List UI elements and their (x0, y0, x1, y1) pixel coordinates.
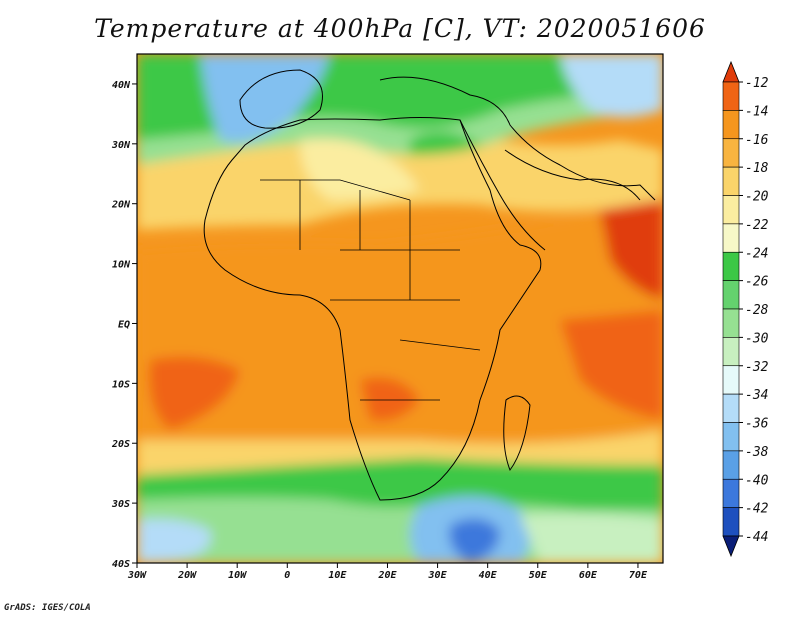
lon-tick-label-7: 40E (479, 570, 498, 581)
colorbar-box-7 (722, 280, 740, 310)
field-pale-sahara (300, 138, 420, 200)
lon-tick-label-9: 60E (579, 570, 598, 581)
madagascar-coast (503, 395, 531, 472)
colorbar-label-10: -32 (745, 360, 769, 375)
field-pale-se (520, 513, 663, 563)
lon-tick-label-5: 20E (377, 570, 397, 581)
colorbar-label-3: -18 (745, 161, 769, 176)
colorbar-label-15: -42 (745, 502, 769, 517)
lon-tick-label-10: 70E (629, 570, 648, 581)
colorbar-label-8: -28 (745, 303, 769, 318)
lon-tick-label-8: 50E (529, 570, 548, 581)
colorbar-label-14: -40 (745, 473, 769, 488)
colorbar-label-0: -12 (745, 76, 769, 91)
iberia-coast (239, 69, 323, 129)
lon-tick-label-1: 20W (177, 570, 197, 581)
lon-tick-label-0: 30W (127, 570, 147, 581)
lon-tick-label-4: 10E (328, 570, 347, 581)
lat-tick-label-2: 20S (111, 439, 130, 450)
colorbar-box-3 (722, 166, 740, 196)
colorbar: -12 -14 -16 -18 -20 -22 -24 -26 -28 -30 -32 -34 -36 -… (722, 60, 769, 558)
field-orange-tropics (137, 200, 663, 445)
field-redorange-west (149, 356, 240, 430)
coastlines (203, 69, 656, 501)
colorbar-label-11: -34 (745, 388, 768, 403)
colorbar-box-10 (722, 365, 740, 395)
colorbar-label-1: -14 (745, 104, 768, 119)
colorbar-box-13 (722, 450, 740, 480)
lat-tick-label-3: 10S (112, 379, 130, 390)
colorbar-box-6 (722, 251, 740, 281)
colorbar-box-14 (722, 478, 740, 508)
colorbar-label-9: -30 (745, 331, 769, 346)
lon-tick-label-6: 30E (428, 570, 448, 581)
lat-tick-label-8: 40N (112, 80, 131, 91)
field-redorange-south (360, 377, 420, 421)
colorbar-box-8 (722, 308, 740, 338)
lat-tick-label-5: 10N (112, 260, 131, 271)
colorbar-label-4: -20 (745, 190, 769, 205)
lon-tick-label-2: 10W (228, 570, 247, 581)
lat-tick-label-4: EQ (118, 319, 130, 330)
colorbar-box-15 (722, 507, 740, 537)
colorbar-box-9 (722, 337, 740, 367)
colorbar-box-1 (722, 110, 740, 140)
latitude-ticks: 40S 30S 20S 10S EQ 10N 20N 30N 40N (111, 80, 137, 570)
field-blue-iberia (200, 54, 330, 143)
colorbar-label-16: -44 (745, 530, 768, 545)
colorbar-label-13: -38 (745, 445, 769, 460)
map-frame (136, 53, 664, 564)
colorbar-box-11 (722, 393, 740, 423)
colorbar-box-2 (722, 138, 740, 168)
colorbar-label-12: -36 (745, 417, 769, 432)
field-red-east (600, 200, 663, 300)
map-title: Temperature at 400hPa [C], VT: 202005160… (94, 14, 706, 43)
field-blue-sw (137, 518, 212, 563)
colorbar-box-12 (722, 422, 740, 452)
field-lightgreen-south (137, 497, 663, 563)
field-redorange-east (560, 310, 663, 420)
field-blue-asia (560, 54, 663, 118)
lat-tick-label-7: 30N (111, 140, 131, 151)
temperature-field (137, 54, 663, 563)
lat-tick-label-6: 20N (111, 200, 131, 211)
colorbar-label-5: -22 (745, 218, 769, 233)
lat-tick-label-0: 40S (112, 559, 130, 570)
asia-coast (379, 76, 656, 201)
footer-credit: GrADS: IGES/COLA (4, 603, 91, 613)
colorbar-top-arrow (722, 60, 740, 83)
field-deepblue-south (449, 518, 500, 563)
red-sea-coast (459, 119, 546, 251)
colorbar-label-7: -26 (745, 275, 769, 290)
arabia-coast (504, 149, 641, 201)
colorbar-box-4 (722, 195, 740, 225)
colorbar-label-6: -24 (745, 246, 768, 261)
lon-tick-label-3: 0 (284, 570, 290, 581)
africa-coast (203, 117, 542, 501)
lat-tick-label-1: 30S (111, 499, 130, 510)
longitude-ticks: 30W 20W 10W 0 10E 20E 30E 40E 50E 60E 70E (127, 563, 648, 581)
colorbar-label-2: -16 (745, 133, 769, 148)
colorbar-bottom-arrow (722, 535, 740, 558)
colorbar-box-5 (722, 223, 740, 253)
country-borders (260, 179, 481, 401)
colorbar-box-0 (722, 81, 740, 111)
